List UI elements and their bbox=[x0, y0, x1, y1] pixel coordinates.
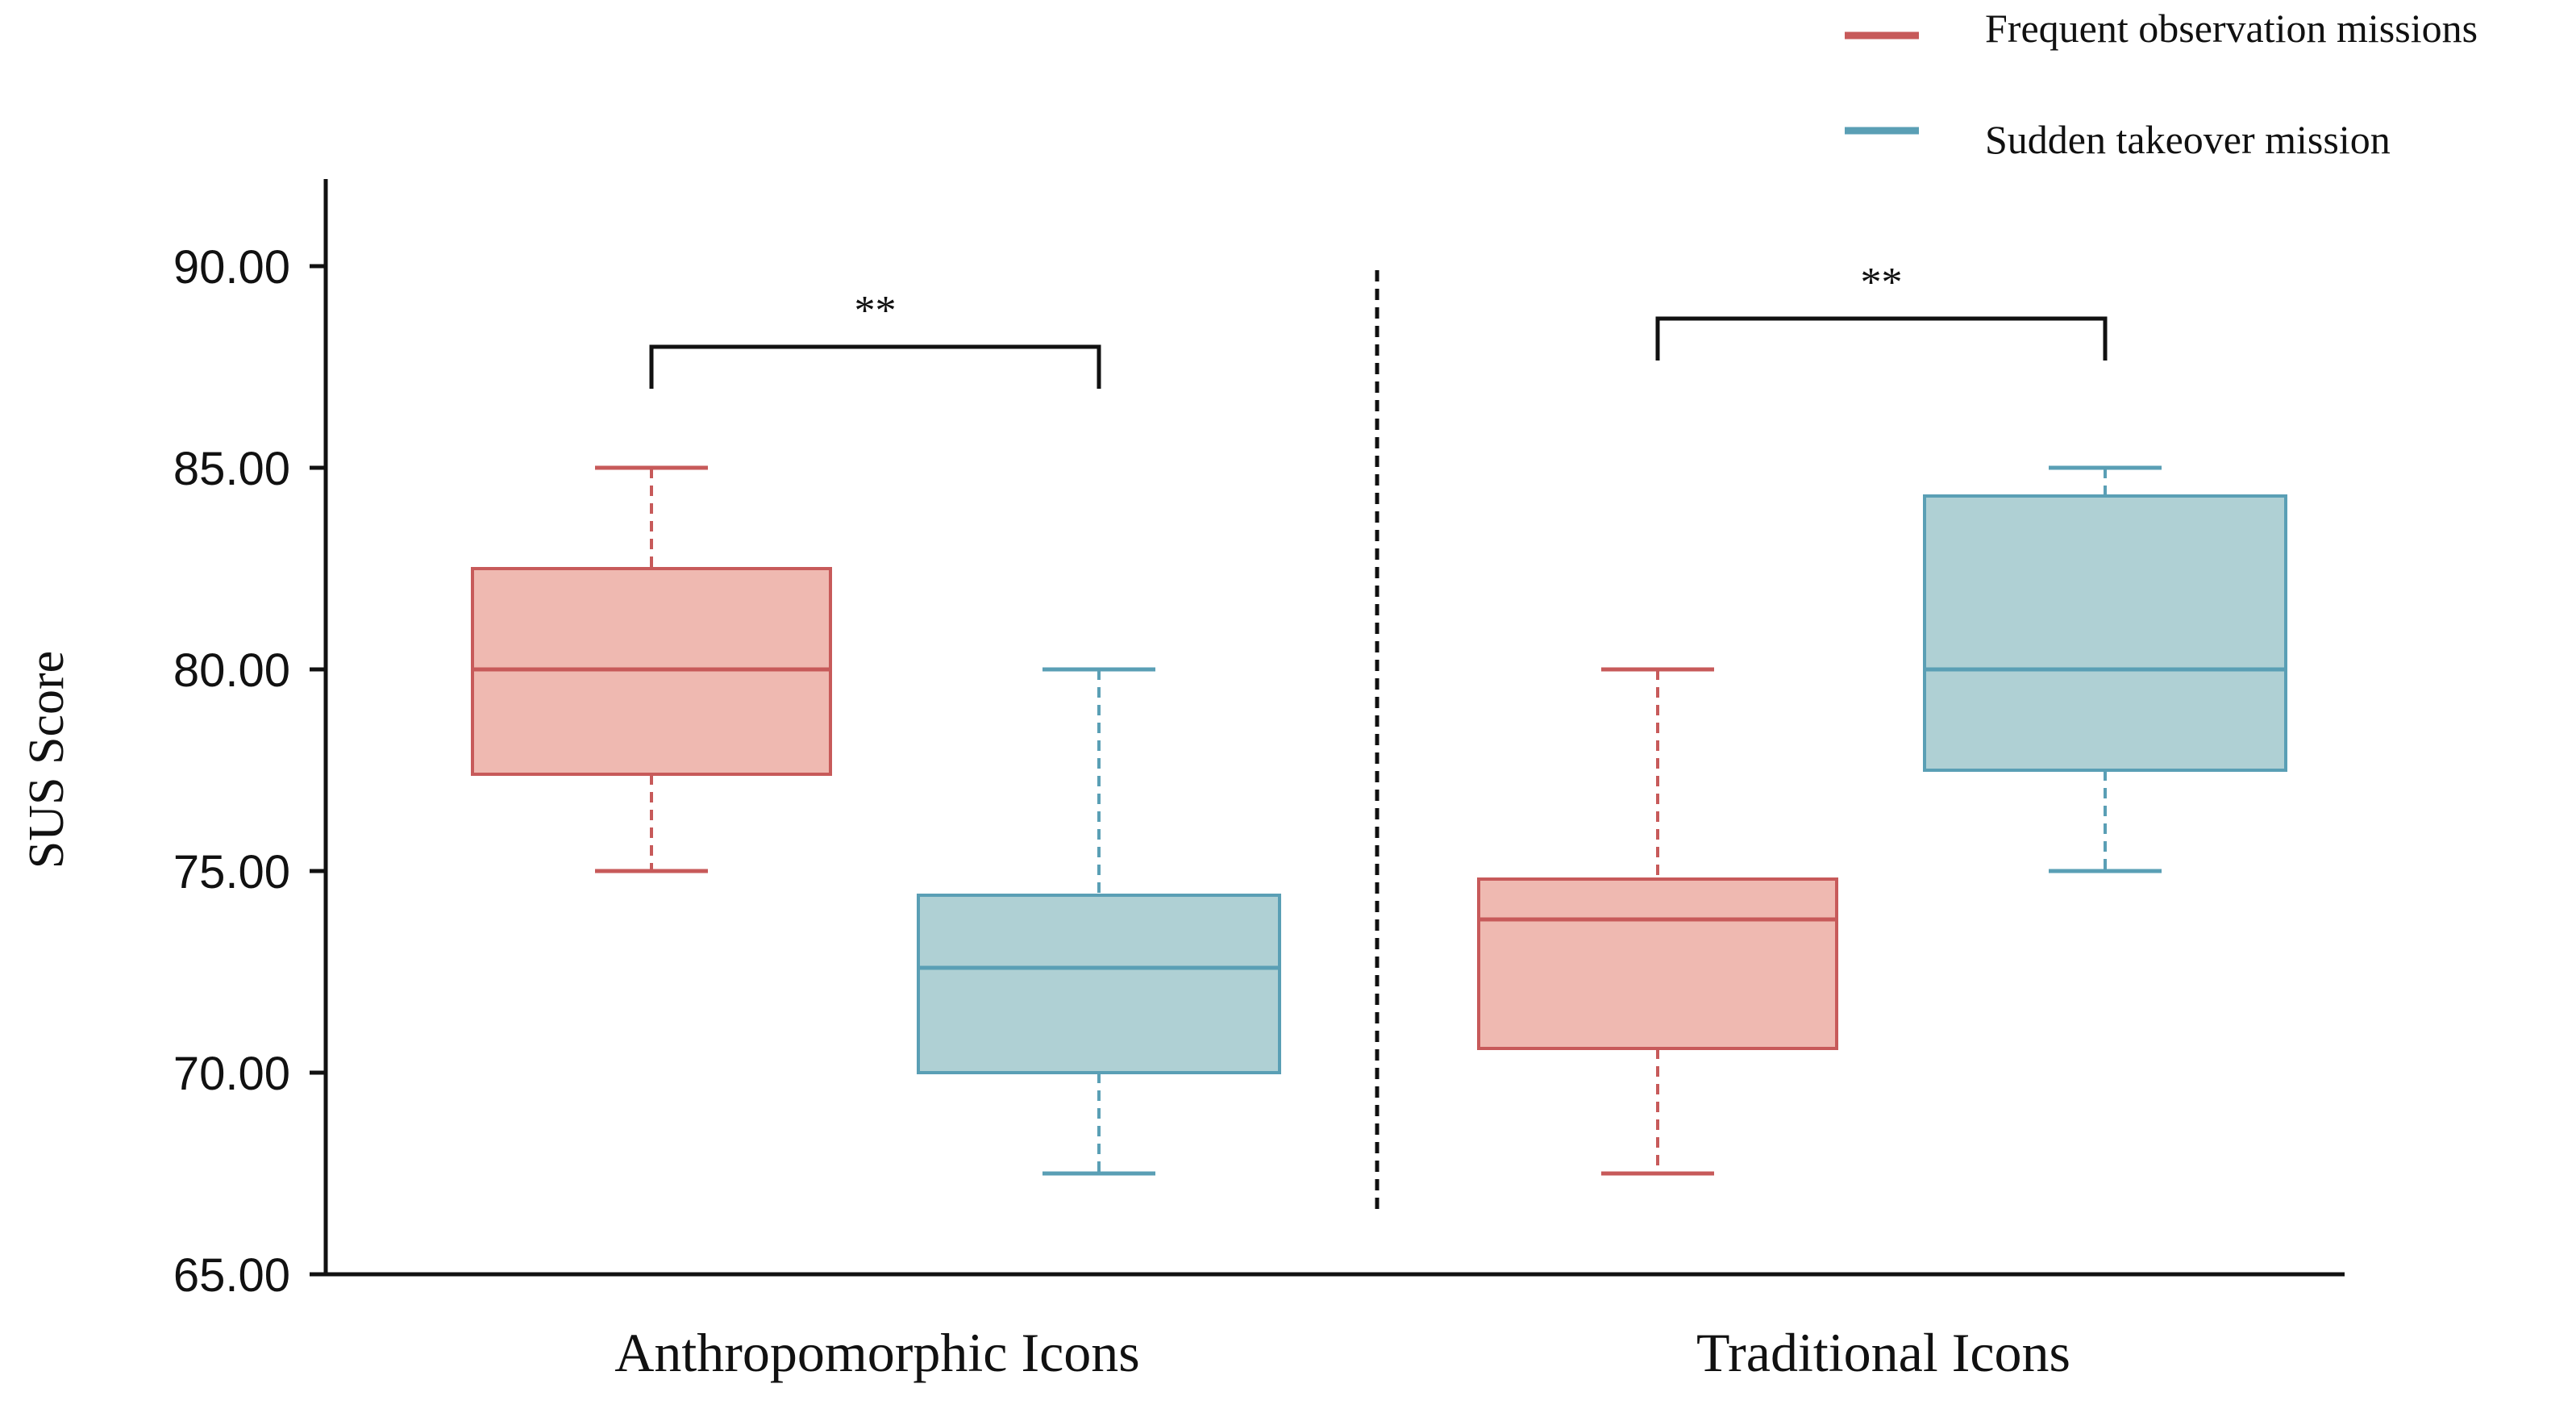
iqr-box bbox=[917, 894, 1281, 1074]
significance-bracket: ** bbox=[1655, 260, 2108, 361]
y-axis-label: SUS Score bbox=[19, 651, 74, 869]
legend: Frequent observation missions Sudden tak… bbox=[1845, 6, 2478, 162]
significance-bracket: ** bbox=[649, 288, 1101, 389]
y-ticks: 65.00 70.00 75.00 80.00 85.00 90.00 bbox=[173, 241, 326, 1302]
axes bbox=[323, 179, 2345, 1277]
y-tick-label: 90.00 bbox=[173, 241, 290, 294]
y-tick-label: 80.00 bbox=[173, 644, 290, 697]
y-tick-label: 85.00 bbox=[173, 443, 290, 495]
bracket-line bbox=[649, 344, 1101, 389]
category-label-anthropomorphic: Anthropomorphic Icons bbox=[614, 1322, 1140, 1383]
significance-label: ** bbox=[1861, 260, 1903, 306]
box-sudden-anthropomorphic bbox=[917, 667, 1281, 1176]
significance-label: ** bbox=[855, 288, 897, 334]
y-tick-label: 65.00 bbox=[173, 1249, 290, 1302]
box-sudden-traditional bbox=[1923, 465, 2287, 873]
iqr-box bbox=[1923, 494, 2287, 772]
boxes bbox=[471, 465, 2287, 1176]
legend-label-frequent: Frequent observation missions bbox=[1985, 6, 2478, 51]
y-tick-label: 75.00 bbox=[173, 846, 290, 898]
significance-annotations: ** ** bbox=[649, 260, 2108, 389]
iqr-box bbox=[1477, 877, 1838, 1050]
bracket-line bbox=[1655, 316, 2108, 361]
box-frequent-traditional bbox=[1477, 667, 1838, 1176]
category-label-traditional: Traditional Icons bbox=[1696, 1322, 2070, 1383]
y-tick-label: 70.00 bbox=[173, 1048, 290, 1100]
box-frequent-anthropomorphic bbox=[471, 465, 832, 873]
legend-label-sudden: Sudden takeover mission bbox=[1985, 117, 2391, 162]
